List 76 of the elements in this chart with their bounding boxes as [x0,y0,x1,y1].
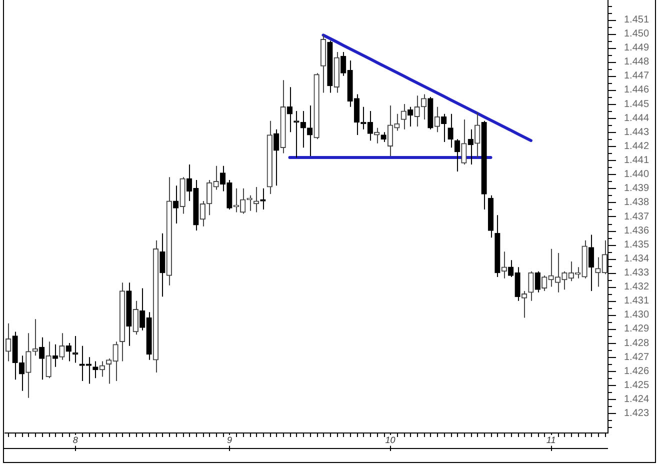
y-tick-label: 1.439 [624,183,650,194]
y-tick-label: 1.428 [624,338,650,349]
candlestick [307,104,313,157]
y-tick-label: 1.444 [624,112,650,124]
y-tick-label: 1.432 [624,282,650,293]
candlestick [528,270,534,302]
candlestick [461,118,467,165]
candlestick [448,113,454,148]
candlestick [481,120,487,210]
y-tick-label: 1.435 [624,239,650,250]
y-tick-label: 1.445 [624,98,650,110]
y-tick-label: 1.426 [624,366,650,377]
candlestick [434,106,440,133]
y-tick-label: 1.434 [624,253,650,264]
candlestick [92,360,98,379]
candlestick [152,240,159,374]
y-tick-label: 1.448 [624,56,650,68]
candlestick [454,138,460,172]
x-tick-label: 9 [226,434,232,445]
candlestick [46,341,52,379]
y-tick-label: 1.429 [624,324,650,335]
x-tick-label: 10 [385,434,396,445]
candlestick [374,127,380,144]
candlestick [173,185,179,224]
y-tick-label: 1.431 [624,296,650,307]
y-tick-label: 1.443 [624,126,650,138]
y-tick-label: 1.447 [624,70,650,82]
candlestick [39,336,45,380]
y-tick-label: 1.451 [624,14,650,26]
candlestick [280,80,286,154]
candlestick [52,344,58,368]
y-tick-label: 1.446 [624,84,650,96]
candlestick [253,186,260,213]
x-tick-label: 11 [546,434,556,445]
candlestick [474,112,480,158]
y-tick-label: 1.440 [624,169,650,180]
x-tick-label: 8 [72,434,78,445]
candlestick [66,342,72,362]
candlestick [380,132,386,142]
y-tick-label: 1.436 [624,225,650,236]
candlestick [132,300,138,336]
candlestick [160,232,166,298]
y-tick-label: 1.423 [624,408,650,420]
candlestick [233,188,239,213]
y-tick-label: 1.427 [624,352,650,363]
candlestick [6,322,12,362]
candlestick [400,104,406,130]
y-tick-label: 1.430 [624,310,650,321]
candlestick [494,214,500,278]
candlestick [521,290,528,318]
candlestick [334,52,340,94]
candlestick [119,282,126,362]
candlestick [200,200,206,227]
y-tick-label: 1.425 [624,380,650,391]
y-tick-label: 1.441 [624,155,650,166]
y-tick-label: 1.424 [624,394,650,406]
y-tick-label: 1.449 [624,42,650,54]
candlestick [59,332,65,360]
y-tick-label: 1.442 [624,140,650,152]
y-tick-label: 1.437 [624,211,650,222]
candlestick [441,113,447,142]
candlestick [166,176,172,286]
candlestick [126,282,132,346]
y-tick-label: 1.450 [624,28,650,40]
y-tick-label: 1.438 [624,197,650,208]
candlestick [26,332,32,398]
candlestick [274,128,280,186]
candlestick [327,40,333,94]
candlestick [320,34,326,94]
candlestick [32,318,38,356]
candlestick [266,120,272,195]
y-tick-label: 1.433 [624,267,650,278]
candlestick [588,234,594,292]
candlestick [72,335,78,364]
candlestick [99,360,105,378]
candlestick [488,194,494,238]
